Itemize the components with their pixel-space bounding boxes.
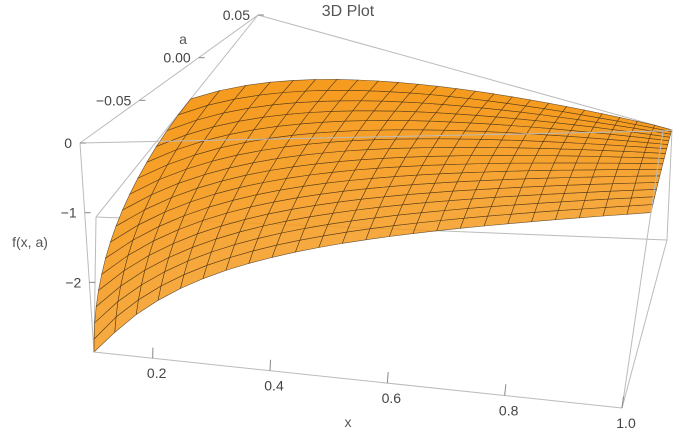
surface-cell	[528, 162, 555, 172]
surface-cell	[540, 184, 568, 195]
surface-cell	[553, 155, 580, 164]
a-axis-ticks: −0.05 0.00 0.05	[96, 7, 264, 108]
surface-cell	[550, 162, 577, 171]
z-tick-label: −2	[65, 274, 81, 290]
z-axis-ticks: 0 −1 −2	[61, 135, 96, 290]
surface-cell	[638, 163, 664, 170]
x-tick-mark	[269, 359, 272, 371]
surface-cell	[506, 162, 533, 172]
surface-cell	[578, 149, 604, 157]
surface-cell	[614, 169, 640, 177]
surface-cell	[509, 155, 537, 164]
surface-cell	[607, 189, 634, 200]
z-tick-label: 0	[64, 135, 72, 151]
surface-cell	[543, 177, 571, 187]
surface-cell	[619, 156, 644, 164]
surface-cell	[498, 178, 526, 189]
x-tick-label: 0.2	[147, 365, 167, 381]
surface-cell	[547, 169, 574, 179]
chart-title: 3D Plot	[322, 3, 375, 20]
surface-cell	[537, 193, 565, 204]
x-tick-label: 0.8	[499, 403, 519, 419]
x-tick-mark	[386, 371, 389, 384]
box-edge-front-4	[79, 130, 664, 144]
a-tick-label: 0.05	[223, 7, 250, 23]
surface-cell	[492, 147, 519, 156]
x-tick-mark	[504, 384, 507, 396]
surface-cell	[539, 141, 565, 150]
box-edge-back-4	[79, 14, 259, 144]
box-edge-front-2	[621, 130, 664, 409]
surface-cell	[517, 185, 545, 197]
z-axis-label: f(x, a)	[12, 234, 48, 250]
box-edge-front-5	[662, 129, 673, 132]
surface-cell	[521, 177, 549, 188]
surface-cell	[557, 148, 583, 157]
box-edge-back-3	[95, 14, 259, 218]
surface-cell	[566, 176, 594, 186]
surface-cell	[612, 175, 638, 185]
surface-cell	[569, 169, 596, 178]
a-tick-label: −0.05	[96, 92, 132, 108]
box-edge-back-5	[257, 14, 673, 131]
surface-cell	[586, 183, 614, 193]
surface-cell	[535, 147, 562, 157]
surface-cell	[575, 155, 601, 164]
surface-cell	[572, 162, 599, 171]
surface-cell	[517, 140, 544, 149]
surface-cell	[563, 184, 591, 194]
x-tick-mark	[621, 396, 624, 409]
box-edge-front-1	[621, 239, 668, 409]
z-tick-label: −1	[61, 205, 77, 221]
surface-cell	[636, 169, 662, 177]
surface-cell	[496, 139, 524, 149]
bounding-box-front	[79, 129, 673, 409]
surface-cell	[487, 155, 515, 164]
a-tick-label: 0.00	[163, 50, 190, 66]
x-tick-label: 0.4	[264, 378, 284, 394]
surface-cell	[609, 182, 636, 192]
surface-cell	[524, 169, 552, 180]
x-axis-label: x	[345, 414, 352, 430]
surface-cell	[597, 156, 623, 164]
surface	[93, 79, 673, 353]
surface-cell	[616, 162, 642, 170]
surface-cell	[531, 155, 558, 164]
surface-cell	[584, 190, 611, 201]
surface-cell	[494, 186, 523, 198]
surface-cell	[592, 169, 618, 178]
surface-cell	[594, 162, 620, 171]
x-axis-ticks: 0.2 0.4 0.6 0.8 1.0	[147, 347, 636, 431]
a-axis-label: a	[179, 31, 187, 47]
x-tick-label: 1.0	[616, 415, 636, 431]
surface-cell	[502, 170, 530, 181]
surface-cell	[640, 157, 665, 165]
surface-cell	[560, 191, 588, 203]
box-edge-front-3	[666, 129, 673, 241]
x-tick-label: 0.6	[382, 390, 402, 406]
surface-cell	[631, 188, 657, 199]
surface-cell	[589, 176, 616, 185]
box-edge-front-0	[93, 351, 623, 409]
box-edge-back-2	[79, 142, 95, 353]
surface-cell	[513, 147, 541, 156]
